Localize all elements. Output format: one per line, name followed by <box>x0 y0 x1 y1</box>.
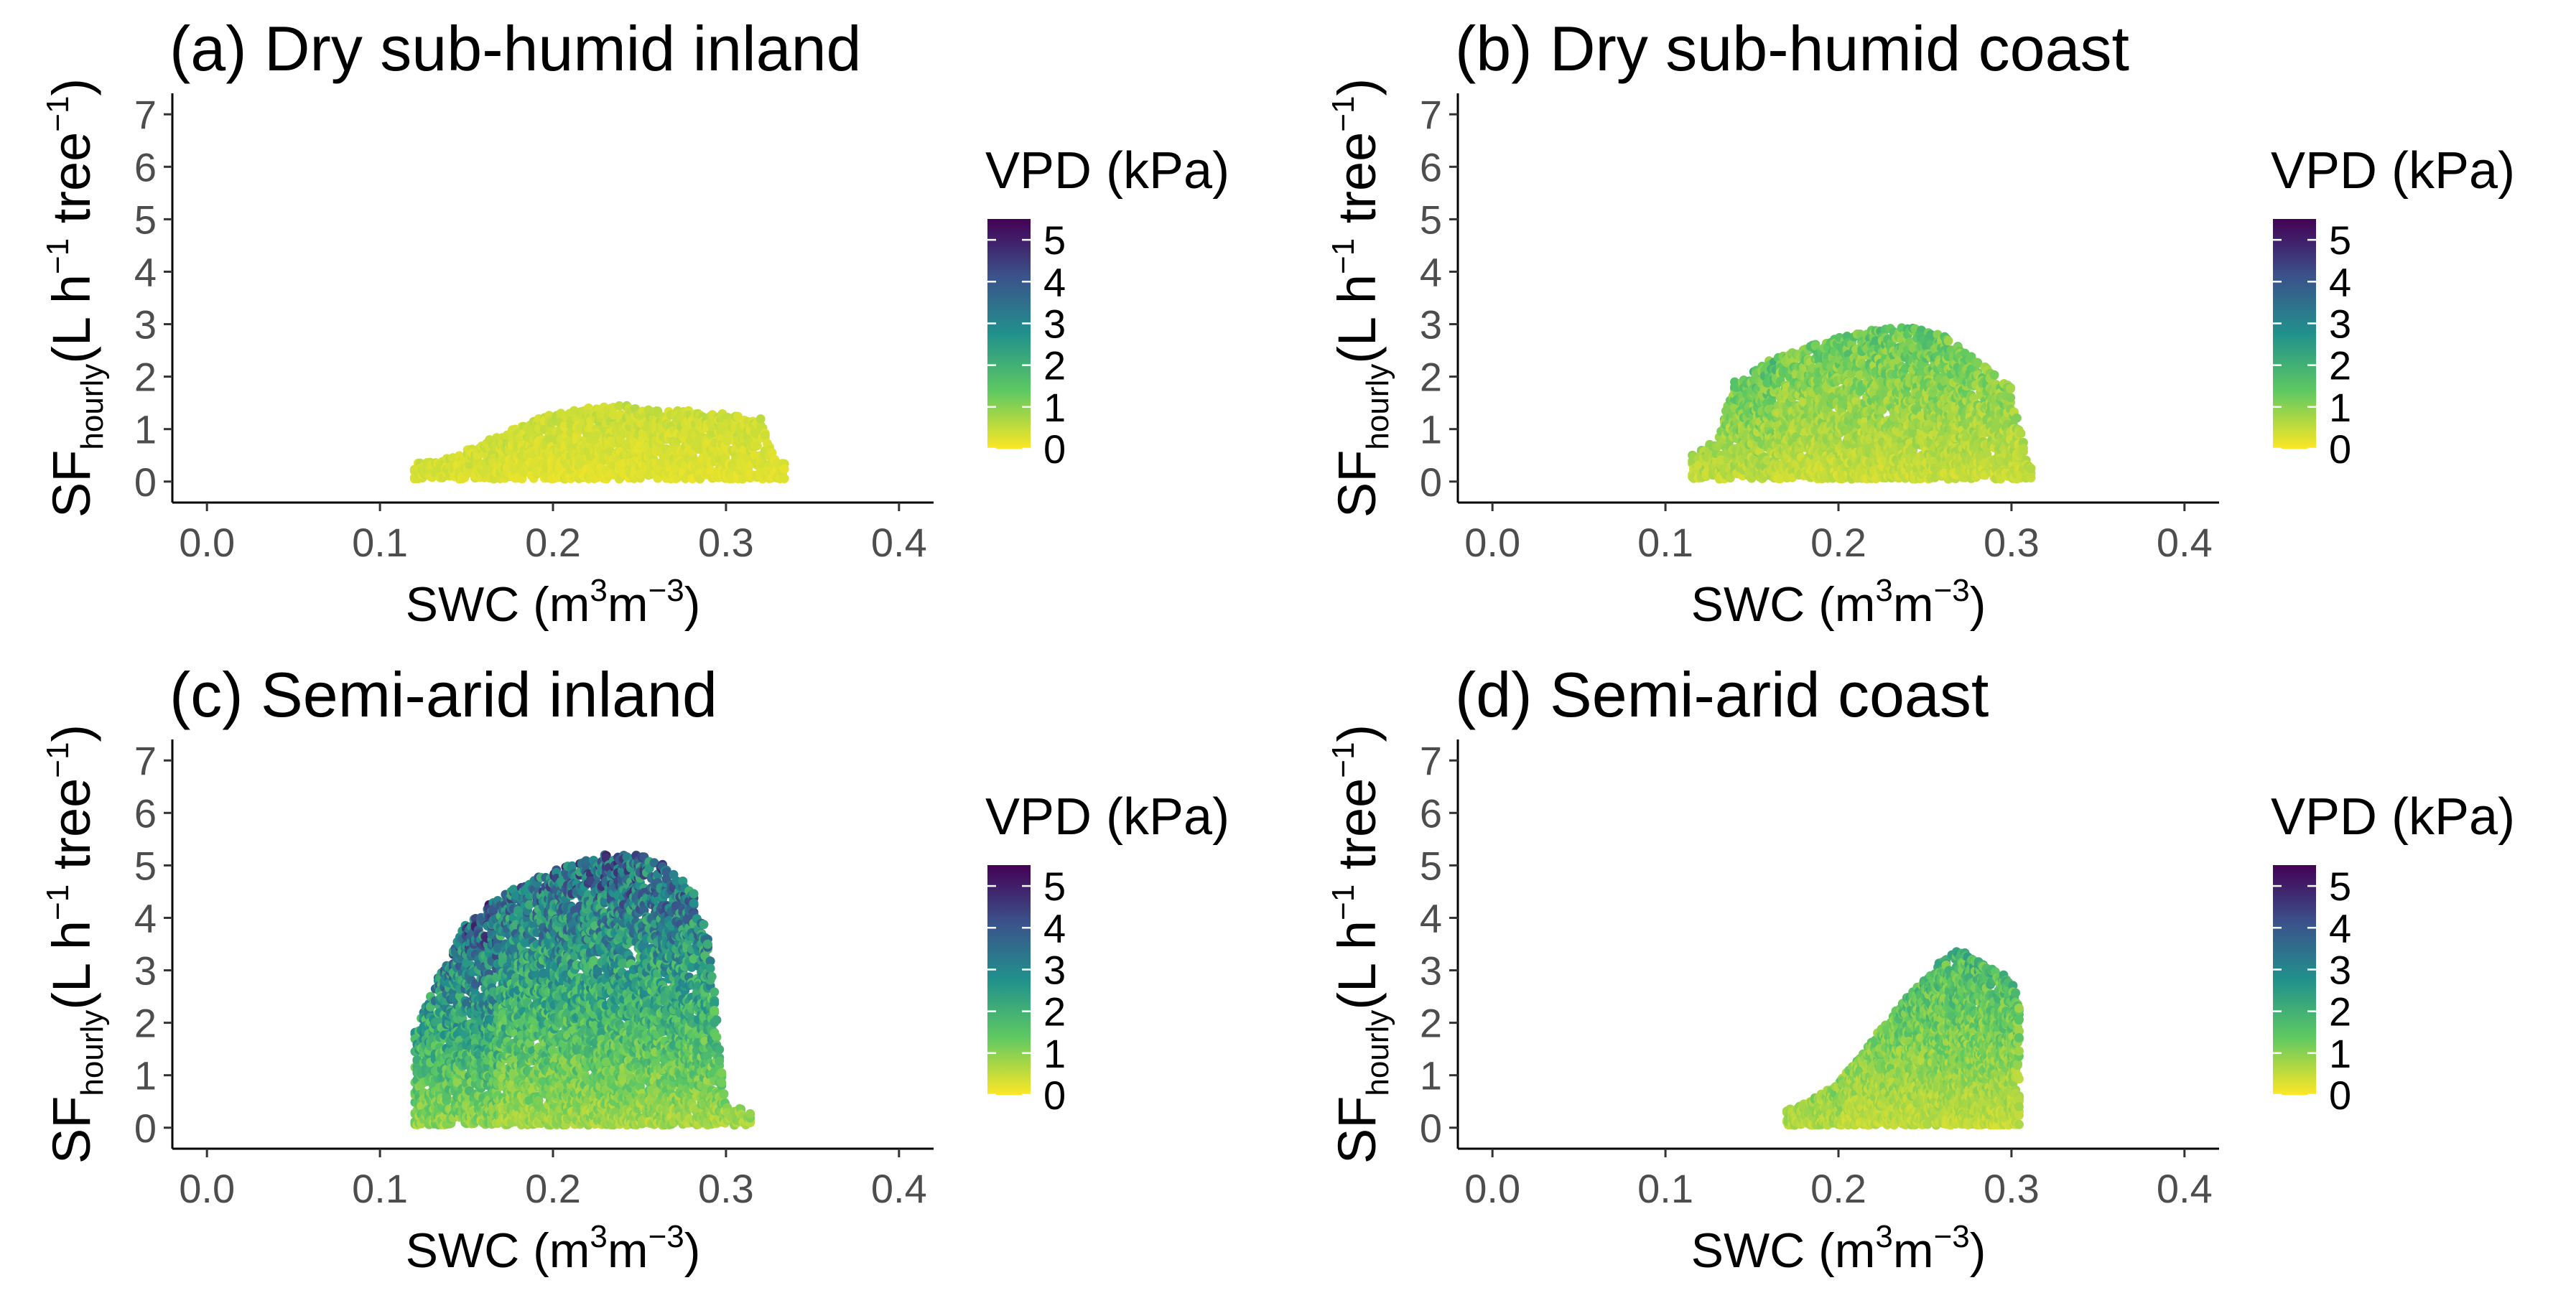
scatter-points <box>1688 323 2036 484</box>
colorbar-tick-label: 1 <box>1043 385 1066 430</box>
colorbar-title: VPD (kPa) <box>985 142 1229 200</box>
data-point <box>752 441 762 451</box>
colorbar-tick-label: 4 <box>2329 259 2351 304</box>
data-point <box>2026 464 2036 474</box>
y-tick-label: 1 <box>1420 407 1442 452</box>
colorbar-tick-label: 5 <box>1043 218 1066 263</box>
x-axis-label: SWC (m3m−3) <box>406 573 701 632</box>
colorbar-tick-label: 1 <box>2329 385 2351 430</box>
x-tick-label: 0.2 <box>525 520 581 565</box>
x-axis-label: SWC (m3m−3) <box>1691 573 1986 632</box>
colorbar <box>987 219 1031 449</box>
y-tick-label: 7 <box>1420 92 1442 137</box>
data-point <box>592 431 602 441</box>
x-tick-label: 0.4 <box>2157 520 2213 565</box>
y-tick-label: 4 <box>134 249 157 294</box>
y-axis-label: SFhourly(L h−1 tree−1) <box>1326 78 1395 518</box>
colorbar-tick-label: 2 <box>1043 343 1066 388</box>
x-tick-label: 0.4 <box>871 520 927 565</box>
colorbar-tick-label: 0 <box>2329 426 2351 472</box>
y-tick-label: 3 <box>134 302 157 347</box>
y-tick-label: 6 <box>1420 144 1442 190</box>
x-tick-label: 0.0 <box>179 520 235 565</box>
data-point <box>2006 383 2016 393</box>
x-tick-label: 0.3 <box>698 520 754 565</box>
y-tick-label: 0 <box>1420 459 1442 505</box>
data-point <box>779 474 789 483</box>
data-point <box>779 464 789 474</box>
y-tick-label: 3 <box>1420 302 1442 347</box>
data-point <box>1693 461 1703 470</box>
data-point <box>614 401 624 411</box>
scatter-points <box>409 401 789 484</box>
colorbar-tick-label: 4 <box>1043 259 1066 304</box>
x-tick-label: 0.1 <box>1637 520 1693 565</box>
x-tick-label: 0.2 <box>1810 520 1866 565</box>
colorbar-tick-label: 5 <box>2329 218 2351 263</box>
scatter-points <box>410 850 755 1130</box>
data-point <box>760 430 770 440</box>
y-tick-label: 1 <box>134 407 157 452</box>
data-point <box>608 410 618 420</box>
y-tick-label: 5 <box>1420 197 1442 242</box>
data-point <box>2006 393 2016 403</box>
data-point <box>2016 429 2026 439</box>
data-point <box>725 431 735 441</box>
panel-title: (a) Dry sub-humid inland <box>169 13 862 84</box>
x-tick-label: 0.0 <box>1464 520 1520 565</box>
colorbar-title: VPD (kPa) <box>2271 142 2515 200</box>
panel-title: (b) Dry sub-humid coast <box>1455 13 2129 84</box>
colorbar-tick-label: 3 <box>2329 301 2351 346</box>
data-point <box>2012 413 2022 423</box>
data-point <box>2018 447 2028 457</box>
data-point <box>1943 336 1953 346</box>
panel-title: (c) Semi-arid inland <box>169 659 717 730</box>
colorbar <box>2273 219 2316 449</box>
panel-a: (a) Dry sub-humid inland 0.0 0.1 0.2 0.3 0.4 0… <box>40 13 1229 632</box>
y-axis-label: SFhourly(L h−1 tree−1) <box>40 78 110 518</box>
colorbar-tick-label: 3 <box>1043 301 1066 346</box>
y-tick-label: 6 <box>134 144 157 190</box>
x-tick-label: 0.3 <box>1984 520 2040 565</box>
data-point <box>755 414 766 424</box>
colorbar-tick-label: 0 <box>1043 426 1066 472</box>
y-tick-label: 2 <box>1420 355 1442 400</box>
y-tick-label: 4 <box>1420 249 1442 294</box>
colorbar-tick-label: 2 <box>2329 343 2351 388</box>
y-tick-label: 0 <box>134 459 157 505</box>
data-point <box>680 426 690 436</box>
y-tick-label: 7 <box>134 92 157 137</box>
y-tick-label: 2 <box>134 355 157 400</box>
y-tick-label: 5 <box>134 197 157 242</box>
x-tick-label: 0.1 <box>352 520 408 565</box>
data-point <box>1989 370 1999 380</box>
